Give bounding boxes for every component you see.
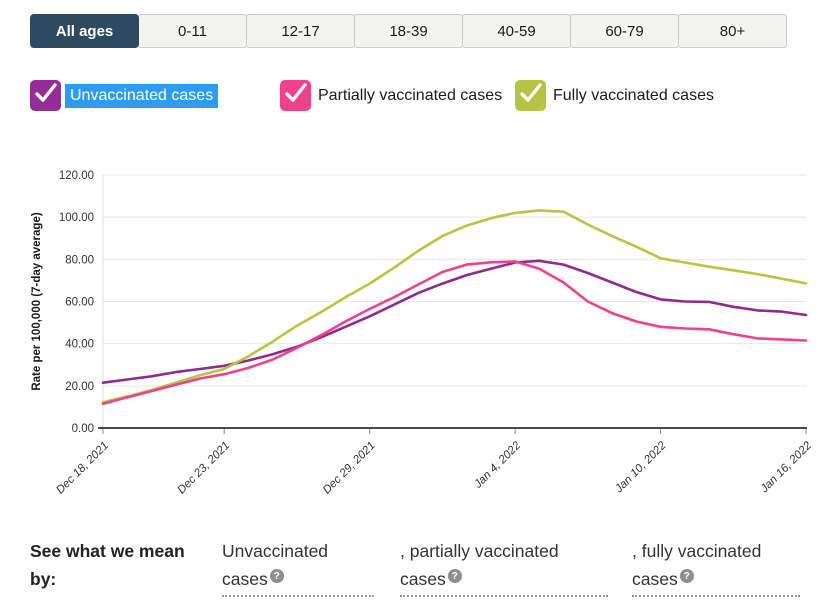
tab-18-39[interactable]: 18-39 xyxy=(354,14,463,48)
tab-all-ages[interactable]: All ages xyxy=(30,14,139,48)
x-tick-label: Jan 16, 2022 xyxy=(758,439,815,496)
help-icon[interactable]: ? xyxy=(447,569,462,583)
legend-label-fully-vaccinated: Fully vaccinated cases xyxy=(553,86,714,104)
checkbox-partially-vaccinated[interactable] xyxy=(280,80,311,111)
y-tick-label: 40.00 xyxy=(65,339,94,351)
checkmark-icon xyxy=(518,80,544,111)
age-group-tab-bar: All ages 0-11 12-17 18-39 40-59 60-79 80… xyxy=(30,14,787,48)
x-tick-label: Dec 29, 2021 xyxy=(321,440,378,497)
checkbox-unvaccinated[interactable] xyxy=(30,80,61,111)
y-axis-title: Rate per 100,000 (7-day average) xyxy=(31,212,43,391)
y-tick-label: 0.00 xyxy=(72,423,94,435)
footer-lead-text: See what we mean by: xyxy=(30,541,185,589)
help-icon[interactable]: ? xyxy=(269,569,284,583)
legend-item-partially-vaccinated[interactable]: Partially vaccinated cases xyxy=(280,80,502,111)
rate-line-chart: 0.00 20.00 40.00 60.00 80.00 100.00 120.00 Dec … xyxy=(31,170,815,497)
x-tick-label: Dec 18, 2021 xyxy=(54,440,111,497)
series-line-unvaccinated xyxy=(101,259,808,384)
term-label: Unvaccinated cases xyxy=(222,541,329,589)
legend-label-unvaccinated: Unvaccinated cases xyxy=(65,83,219,108)
series-line-fully-vaccinated xyxy=(101,209,808,404)
term-label: , partially vaccinated cases xyxy=(400,541,559,589)
y-tick-label: 60.00 xyxy=(65,297,94,309)
definition-link-unvaccinated-cases[interactable]: Unvaccinated cases? xyxy=(222,537,374,597)
x-tick-label: Jan 10, 2022 xyxy=(612,439,669,496)
tab-12-17[interactable]: 12-17 xyxy=(246,14,355,48)
legend-item-unvaccinated[interactable]: Unvaccinated cases xyxy=(30,80,219,111)
checkmark-icon xyxy=(283,80,309,111)
y-tick-label: 100.00 xyxy=(59,212,94,224)
checkmark-icon xyxy=(33,80,59,111)
tab-40-59[interactable]: 40-59 xyxy=(462,14,571,48)
y-tick-label: 20.00 xyxy=(65,381,94,393)
y-tick-label: 80.00 xyxy=(65,254,94,266)
y-tick-label: 120.00 xyxy=(59,170,94,182)
legend-item-fully-vaccinated[interactable]: Fully vaccinated cases xyxy=(515,80,714,111)
tab-60-79[interactable]: 60-79 xyxy=(570,14,679,48)
help-icon[interactable]: ? xyxy=(679,569,694,583)
tab-0-11[interactable]: 0-11 xyxy=(138,14,247,48)
x-tick-label: Dec 23, 2021 xyxy=(175,440,232,497)
legend-label-partially-vaccinated: Partially vaccinated cases xyxy=(318,86,503,104)
tab-80-plus[interactable]: 80+ xyxy=(678,14,787,48)
x-tick-label: Jan 4, 2022 xyxy=(472,439,524,491)
checkbox-fully-vaccinated[interactable] xyxy=(515,80,546,111)
term-label: , fully vaccinated cases xyxy=(632,541,762,589)
series-line-partially-vaccinated xyxy=(101,260,808,406)
definition-link-fully-vaccinated-cases[interactable]: , fully vaccinated cases? xyxy=(632,537,800,597)
definition-link-partially-vaccinated-cases[interactable]: , partially vaccinated cases? xyxy=(400,537,608,597)
